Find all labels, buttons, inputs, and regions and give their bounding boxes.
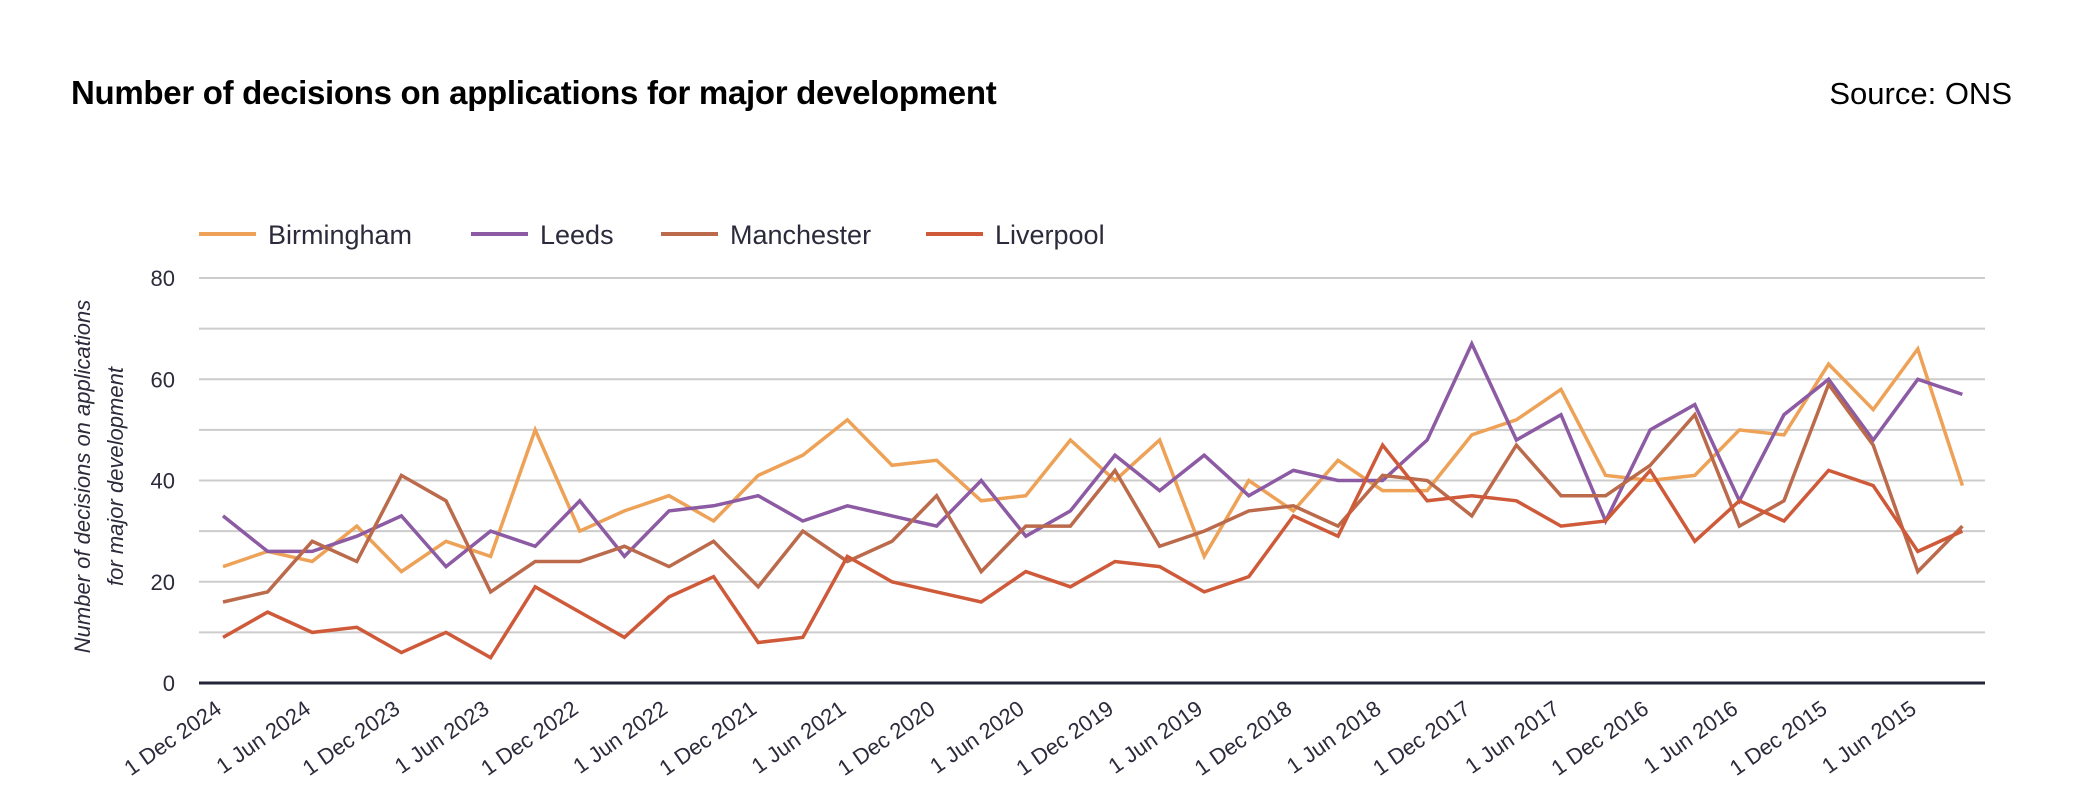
x-tick-label: 1 Jun 2017 xyxy=(1460,696,1564,779)
source-label: Source: ONS xyxy=(1829,76,2012,111)
series-line-birmingham xyxy=(222,345,1965,574)
series-line-manchester xyxy=(222,380,1964,604)
series-line-liverpool xyxy=(222,441,1964,661)
x-tick-label: 1 Jun 2016 xyxy=(1639,696,1743,779)
legend-label: Manchester xyxy=(730,220,871,250)
x-tick-label: 1 Dec 2016 xyxy=(1547,696,1654,781)
legend: Birmingham Leeds Manchester Liverpool xyxy=(199,220,1105,250)
y-tick-label: 80 xyxy=(151,266,175,291)
series-lines xyxy=(221,339,1965,661)
legend-label: Liverpool xyxy=(995,220,1105,250)
x-tick-label: 1 Dec 2015 xyxy=(1725,696,1832,781)
x-tick-label: 1 Dec 2019 xyxy=(1011,696,1118,781)
x-tick-label: 1 Dec 2022 xyxy=(476,696,583,781)
y-tick-label: 40 xyxy=(151,469,175,494)
x-tick-label: 1 Dec 2023 xyxy=(298,696,405,781)
x-tick-label: 1 Dec 2020 xyxy=(833,696,940,781)
legend-item-birmingham[interactable]: Birmingham xyxy=(199,220,412,250)
x-tick-label: 1 Jun 2022 xyxy=(568,696,672,779)
y-axis-title: Number of decisions on applications for m… xyxy=(70,300,128,653)
y-tick-label: 60 xyxy=(151,367,175,392)
x-tick-label: 1 Jun 2021 xyxy=(747,696,851,779)
y-axis-title-line: for major development xyxy=(103,366,128,586)
x-tick-label: 1 Dec 2021 xyxy=(655,696,762,781)
chart-title: Number of decisions on applications for … xyxy=(71,74,997,111)
y-axis-title-line: Number of decisions on applications xyxy=(70,300,95,653)
series-line-leeds xyxy=(221,339,1963,570)
x-tick-label: 1 Jun 2015 xyxy=(1817,696,1921,779)
y-axis-ticks: 0 20 40 60 80 xyxy=(151,266,175,696)
x-tick-label: 1 Dec 2024 xyxy=(119,696,226,781)
x-tick-label: 1 Jun 2019 xyxy=(1104,696,1208,779)
legend-item-manchester[interactable]: Manchester xyxy=(661,220,871,250)
gridlines xyxy=(199,277,1985,634)
legend-label: Birmingham xyxy=(268,220,412,250)
x-tick-label: 1 Dec 2017 xyxy=(1368,696,1475,781)
x-tick-label: 1 Jun 2024 xyxy=(212,696,316,779)
legend-item-leeds[interactable]: Leeds xyxy=(471,220,614,250)
x-tick-label: 1 Jun 2023 xyxy=(390,696,494,779)
legend-label: Leeds xyxy=(540,220,614,250)
x-tick-label: 1 Dec 2018 xyxy=(1190,696,1297,781)
legend-item-liverpool[interactable]: Liverpool xyxy=(926,220,1105,250)
y-tick-label: 20 xyxy=(151,570,175,595)
y-tick-label: 0 xyxy=(163,671,175,696)
x-tick-label: 1 Jun 2020 xyxy=(925,696,1029,779)
x-tick-label: 1 Jun 2018 xyxy=(1282,696,1386,779)
